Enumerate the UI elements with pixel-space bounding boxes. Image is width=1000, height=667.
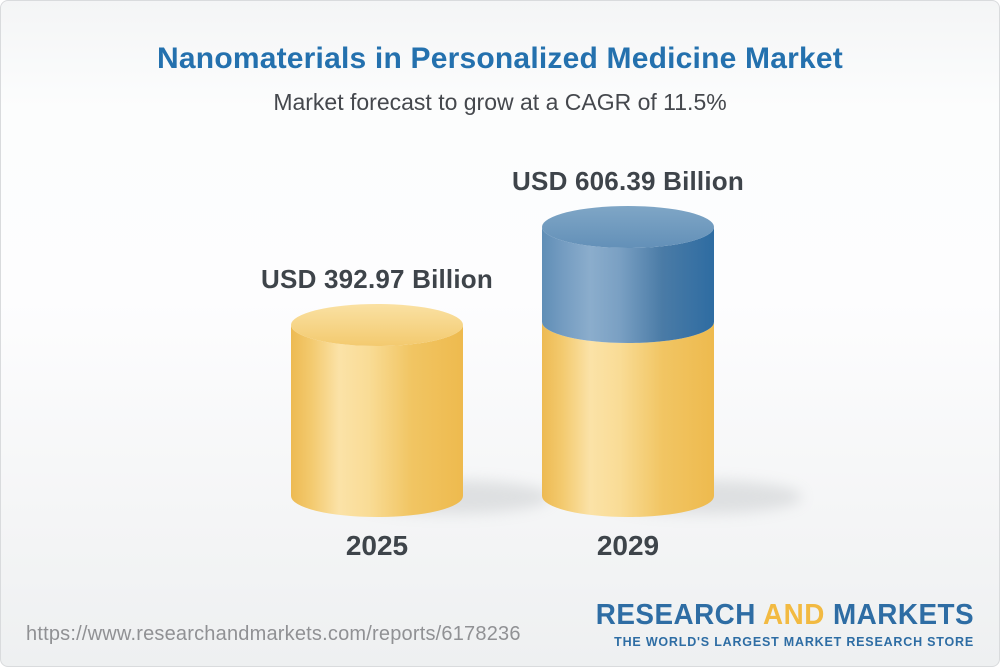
logo-word-markets: MARKETS bbox=[832, 599, 974, 631]
bar-2025-top bbox=[291, 304, 463, 346]
category-label-2025: 2025 bbox=[345, 530, 409, 561]
chart-subtitle: Market forecast to grow at a CAGR of 11.… bbox=[273, 89, 727, 115]
value-label-2029: USD 606.39 Billion bbox=[512, 166, 744, 196]
chart-title: Nanomaterials in Personalized Medicine M… bbox=[157, 42, 843, 75]
bar-2029-growth-segment bbox=[542, 227, 714, 343]
category-label-2029: 2029 bbox=[596, 530, 660, 561]
logo-word-and: AND bbox=[762, 599, 825, 631]
logo-word-research: RESEARCH bbox=[595, 599, 756, 631]
bar-2029-cylinder bbox=[542, 206, 714, 517]
report-url: https://www.researchandmarkets.com/repor… bbox=[26, 623, 521, 645]
bar-2029-base-segment bbox=[542, 322, 714, 517]
logo-wordmark: RESEARCH AND MARKETS bbox=[596, 599, 974, 632]
value-label-2025: USD 392.97 Billion bbox=[261, 264, 493, 294]
research-and-markets-logo: RESEARCH AND MARKETS THE WORLD'S LARGEST… bbox=[580, 599, 974, 649]
logo-tagline: THE WORLD'S LARGEST MARKET RESEARCH STOR… bbox=[614, 635, 974, 649]
bar-2025-cylinder bbox=[291, 304, 463, 517]
bar-2025-body bbox=[291, 325, 463, 517]
bar-2029-top bbox=[542, 206, 714, 248]
